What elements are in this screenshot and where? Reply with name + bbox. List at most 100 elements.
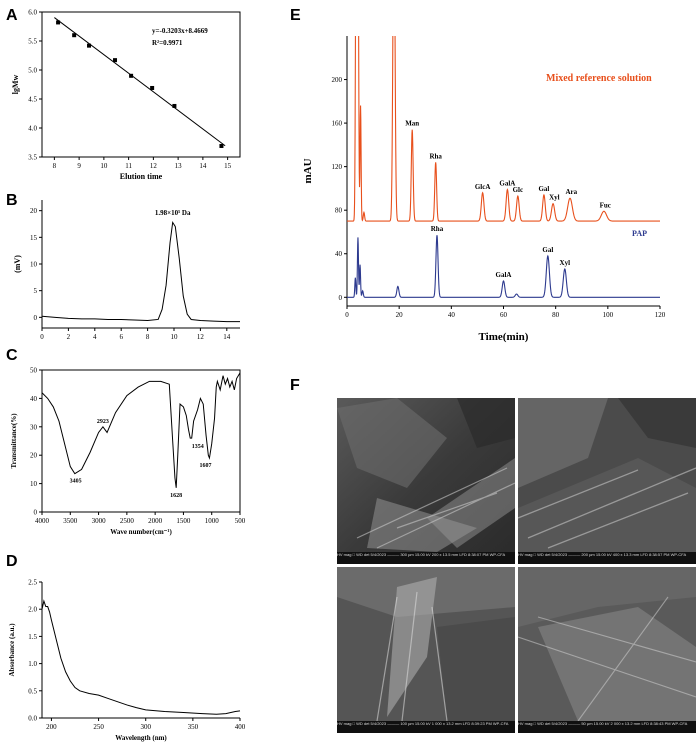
data-point bbox=[129, 73, 134, 78]
y-axis-title: lgMw bbox=[11, 75, 20, 95]
peak-label: Xyl bbox=[560, 259, 571, 267]
y-tick-label: 200 bbox=[332, 76, 343, 84]
chart-d-uv-spectrum: 200 250 300 350 400 0.0 0.5 1.0 1.5 2.0 2.5 Wavelen… bbox=[8, 579, 246, 743]
x-tick-label: 10 bbox=[100, 162, 108, 170]
x-axis-title: Time(min) bbox=[479, 331, 529, 343]
x-tick-label: 4 bbox=[93, 333, 97, 341]
y-tick-label: 20 bbox=[30, 452, 38, 460]
x-tick-label: 300 bbox=[140, 723, 151, 731]
hplc-trace-reference bbox=[347, 36, 660, 222]
sem-info-bar-4: HV mag □ WD det 5/4/2023 ——— 50 µm 15.00… bbox=[518, 721, 696, 733]
peak-label: GalA bbox=[499, 180, 515, 188]
x-tick-label: 0 bbox=[345, 311, 349, 319]
x-axis-title: Elution time bbox=[120, 172, 163, 181]
x-axis-title: Wavelength (nm) bbox=[115, 734, 167, 742]
x-tick-label: 500 bbox=[235, 517, 246, 525]
molecular-weight-label: 1.98×10⁵ Da bbox=[155, 209, 191, 217]
x-tick-label: 80 bbox=[552, 311, 560, 319]
panel-letter-d: D bbox=[6, 553, 18, 570]
ftir-trace bbox=[41, 372, 241, 488]
y-tick-label: 1.5 bbox=[28, 633, 37, 641]
y-tick-label: 6.0 bbox=[28, 9, 37, 17]
peak-label: Rha bbox=[429, 152, 442, 160]
y-tick-label: 2.5 bbox=[28, 579, 37, 587]
plot-frame bbox=[41, 369, 241, 513]
panel-letter-e: E bbox=[290, 7, 301, 24]
x-tick-label: 9 bbox=[77, 162, 81, 170]
chart-e-hplc-chromatogram: 0 20 40 60 80 100 120 0 40 80 120 160 200 Time(min) mA… bbox=[302, 36, 666, 343]
x-tick-label: 4000 bbox=[35, 517, 50, 525]
x-tick-label: 11 bbox=[125, 162, 132, 170]
panel-letter-c: C bbox=[6, 347, 18, 364]
legend-reference: Mixed reference solution bbox=[546, 73, 652, 84]
r-squared: R²=0.9971 bbox=[152, 39, 183, 47]
x-tick-label: 12 bbox=[150, 162, 158, 170]
peak-label: Xyl bbox=[549, 194, 560, 202]
y-tick-label: 2.0 bbox=[28, 606, 37, 614]
data-point bbox=[72, 33, 77, 38]
y-tick-label: 4.5 bbox=[28, 96, 37, 104]
panel-letter-f: F bbox=[290, 377, 300, 394]
x-tick-label: 10 bbox=[171, 333, 179, 341]
peak-label: 1607 bbox=[199, 463, 211, 469]
x-tick-label: 40 bbox=[448, 311, 456, 319]
peak-label: 2923 bbox=[97, 419, 109, 425]
sem-info-bar-1: HV mag □ WD det 5/4/2023 ——— 300 µm 15.0… bbox=[337, 552, 515, 564]
y-axis-title: (mV) bbox=[13, 255, 22, 273]
x-tick-label: 1500 bbox=[176, 517, 191, 525]
x-tick-label: 200 bbox=[46, 723, 57, 731]
y-tick-label: 0 bbox=[34, 509, 38, 517]
x-tick-label: 60 bbox=[500, 311, 508, 319]
peak-label: 1628 bbox=[170, 493, 182, 499]
sem-texture-2 bbox=[518, 398, 696, 564]
y-tick-label: 10 bbox=[30, 480, 38, 488]
x-tick-label: 400 bbox=[235, 723, 246, 731]
y-tick-label: 3.5 bbox=[28, 154, 37, 162]
peak-label: GlcA bbox=[475, 183, 491, 191]
sem-image-400x: HV mag □ WD det 5/4/2023 ——— 200 µm 15.0… bbox=[518, 398, 696, 564]
y-tick-label: 20 bbox=[30, 207, 38, 215]
panel-letter-b: B bbox=[6, 192, 18, 209]
x-tick-label: 13 bbox=[175, 162, 183, 170]
data-point bbox=[172, 103, 177, 108]
x-tick-label: 250 bbox=[93, 723, 104, 731]
y-tick-label: 10 bbox=[30, 261, 38, 269]
data-point bbox=[56, 20, 61, 25]
y-tick-label: 0 bbox=[34, 314, 38, 322]
y-tick-label: 4.0 bbox=[28, 125, 37, 133]
peak-label: Ara bbox=[565, 188, 577, 196]
y-tick-label: 40 bbox=[30, 395, 38, 403]
y-tick-label: 5 bbox=[34, 287, 38, 295]
x-tick-label: 6 bbox=[119, 333, 123, 341]
x-tick-label: 2 bbox=[67, 333, 71, 341]
peak-label: 1354 bbox=[192, 444, 204, 450]
x-tick-label: 100 bbox=[603, 311, 614, 319]
peak-label: 3405 bbox=[70, 479, 82, 485]
uv-trace bbox=[41, 599, 241, 715]
y-tick-label: 0 bbox=[339, 294, 343, 302]
data-point bbox=[113, 58, 118, 63]
legend-pap: PAP bbox=[632, 229, 647, 238]
panel-letter-a: A bbox=[6, 7, 18, 24]
y-axis-title: Absorbance (a.u.) bbox=[8, 623, 16, 677]
peak-label: GalA bbox=[496, 271, 512, 279]
x-axis-title: Wave number(cm⁻¹) bbox=[110, 528, 172, 536]
sem-image-1000x: HV mag □ WD det 5/4/2023 ——— 100 µm 15.0… bbox=[337, 567, 515, 733]
data-point bbox=[219, 143, 224, 148]
sem-texture-3 bbox=[337, 567, 515, 733]
y-tick-label: 0.5 bbox=[28, 687, 37, 695]
y-tick-label: 5.5 bbox=[28, 38, 37, 46]
hplc-trace-pap bbox=[347, 235, 660, 298]
y-tick-label: 120 bbox=[332, 163, 343, 171]
y-tick-label: 1.0 bbox=[28, 660, 37, 668]
y-tick-label: 30 bbox=[30, 423, 38, 431]
x-tick-label: 14 bbox=[223, 333, 231, 341]
sem-texture-1 bbox=[337, 398, 515, 564]
x-tick-label: 0 bbox=[40, 333, 44, 341]
x-tick-label: 20 bbox=[396, 311, 404, 319]
y-tick-label: 0.0 bbox=[28, 715, 37, 723]
x-tick-label: 2000 bbox=[148, 517, 163, 525]
sem-image-200x: HV mag □ WD det 5/4/2023 ——— 300 µm 15.0… bbox=[337, 398, 515, 564]
chart-b-gpc-chromatogram: 0 2 4 6 8 10 12 14 0 5 10 15 20 (mV) 1.98×10⁵ Da bbox=[13, 200, 240, 341]
fit-line bbox=[54, 17, 226, 147]
